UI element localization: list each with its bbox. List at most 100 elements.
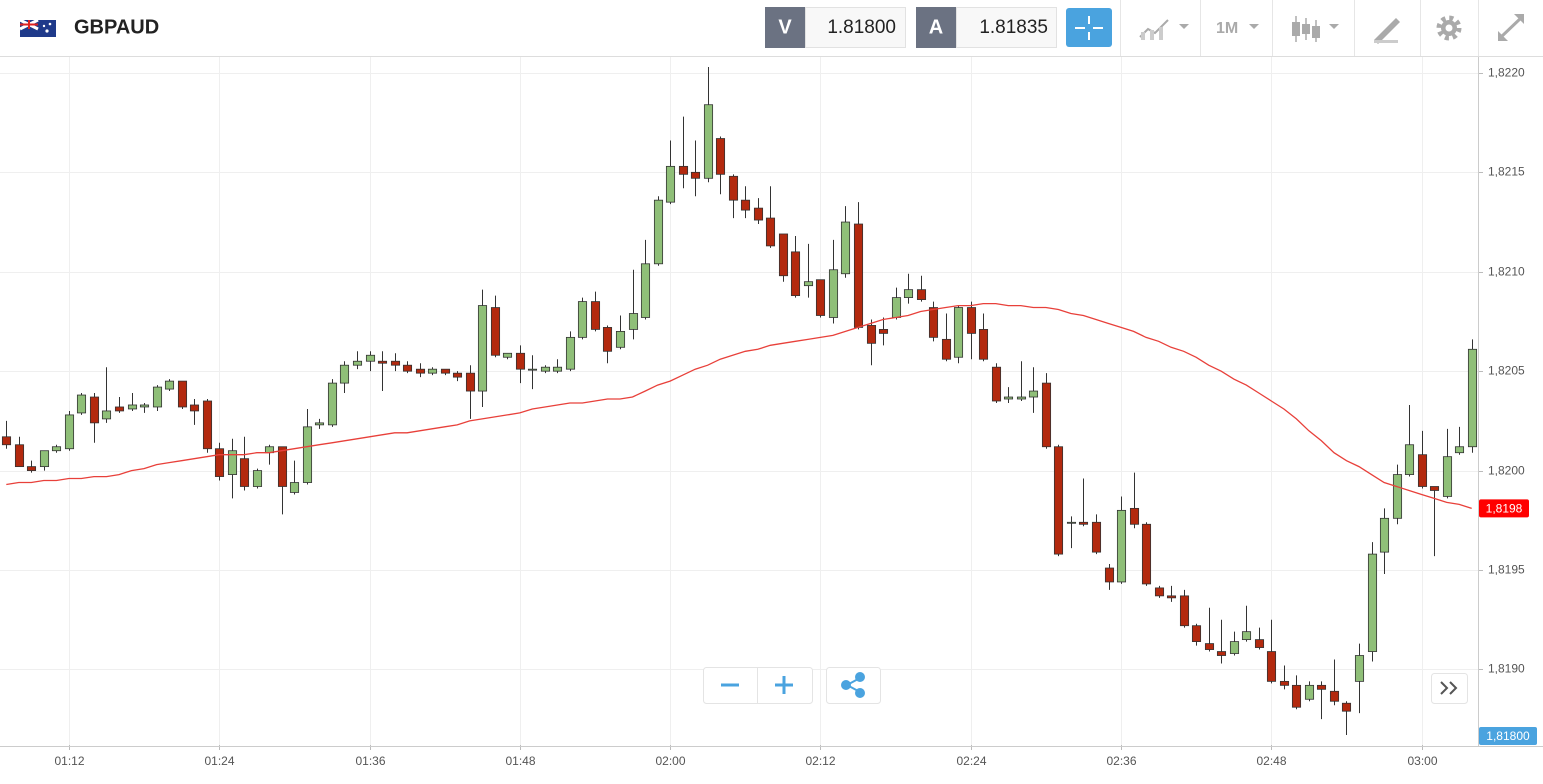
candle-body [778, 233, 789, 277]
candle-body [878, 329, 889, 334]
candle-body [853, 223, 864, 328]
candle-body [452, 372, 463, 378]
overlay-value-box [1479, 499, 1529, 518]
x-tick-label: 02:12 [805, 754, 835, 768]
bid-field [805, 7, 906, 48]
price-label: 1,81800 [1486, 729, 1530, 743]
candle-body [1028, 390, 1039, 398]
candle-body [640, 263, 651, 318]
candle-body [1291, 684, 1302, 708]
candle-body [978, 329, 989, 360]
x-tick-label: 02:24 [956, 754, 986, 768]
crosshair-icon [1075, 16, 1103, 40]
candle-body [1016, 396, 1027, 400]
candle-body [189, 404, 200, 412]
candle-body [1141, 523, 1152, 585]
candle-body [440, 368, 451, 374]
symbol: GBPAUD [74, 16, 159, 38]
candle-body [1104, 567, 1115, 583]
x-tick-label: 02:48 [1256, 754, 1286, 768]
chart-type-button[interactable] [1139, 19, 1189, 40]
settings-button[interactable] [1436, 15, 1462, 41]
zoom-in[interactable] [775, 676, 793, 694]
bid-badge-label: V [778, 16, 792, 38]
candle-body [790, 251, 801, 297]
timeframe-button[interactable]: 1M [1216, 20, 1259, 37]
candle-body [1078, 521, 1089, 525]
candle-type-button[interactable] [1292, 16, 1339, 42]
candle-body [665, 165, 676, 203]
candle-body [866, 325, 877, 344]
candle-body [690, 171, 701, 179]
candle-body [14, 444, 25, 468]
share-icon [841, 672, 865, 698]
toolbar: GBPAUD V 1.81800 A 1.81835 1M [0, 0, 1543, 57]
crosshair-button[interactable] [1066, 8, 1112, 47]
candle-body [502, 352, 513, 358]
candle-body [1354, 655, 1365, 682]
candle-body [703, 104, 714, 179]
candle-body [615, 331, 626, 348]
candle-body [966, 307, 977, 334]
bid-price: 1.81800 [827, 17, 896, 38]
candle-body [527, 368, 538, 371]
plot: 1,8190 1,8195 1,8200 1,8205 1,8210 1,8215 1,82… [0, 57, 1543, 768]
draw-button[interactable] [1374, 18, 1400, 44]
y-tick-label: 1,8220 [1488, 66, 1525, 80]
y-tick-label: 1,8205 [1488, 364, 1525, 378]
candle-body [164, 380, 175, 390]
candle-body [653, 199, 664, 265]
candle-body [39, 450, 50, 468]
bid-badge[interactable] [765, 7, 805, 48]
share-button[interactable] [826, 667, 881, 704]
candle-body [289, 482, 300, 493]
candle-body [840, 221, 851, 275]
ask-badge[interactable] [916, 7, 956, 48]
candle-body [1066, 521, 1077, 524]
candle-body [64, 414, 75, 450]
candle-body [941, 338, 952, 360]
scroll-end-button[interactable] [1431, 673, 1468, 704]
candle-body [1429, 486, 1440, 491]
candle-body [628, 313, 639, 330]
candle-body [139, 404, 150, 408]
candle-body [728, 175, 739, 201]
candle-body [1304, 684, 1315, 700]
candle-body [76, 394, 87, 414]
zoom-controls [703, 667, 1468, 704]
candle-body [916, 289, 927, 300]
candle-body [202, 400, 213, 450]
candle-body [1241, 631, 1252, 641]
x-tick-label: 01:48 [505, 754, 535, 768]
x-tick-label: 02:00 [655, 754, 685, 768]
x-tick-label: 03:00 [1407, 754, 1437, 768]
candle-body [953, 307, 964, 358]
candle-body [1392, 474, 1403, 519]
candle-body [465, 372, 476, 392]
candle-body [1417, 454, 1428, 487]
y-tick-label: 1,8190 [1488, 662, 1525, 676]
y-tick-label: 1,8195 [1488, 563, 1525, 577]
overlay-value-label: 1,8198 [1486, 502, 1523, 516]
candle-body [515, 352, 526, 370]
candle-body [1367, 553, 1378, 652]
fullscreen-button[interactable] [1498, 14, 1524, 41]
y-tick-label: 1,8215 [1488, 165, 1525, 179]
candle-body [928, 307, 939, 338]
candle-body [26, 466, 37, 471]
candle-body [402, 364, 413, 372]
candle-body [327, 382, 338, 426]
candle-body [828, 269, 839, 318]
x-tick-label: 01:24 [204, 754, 234, 768]
ask-badge-label: A [929, 16, 943, 38]
candle-body [1266, 651, 1277, 682]
timeframe: 1M [1216, 20, 1238, 37]
candle-body [477, 305, 488, 392]
candle-body [177, 380, 188, 408]
x-tick-label: 02:36 [1106, 754, 1136, 768]
candle-body [252, 470, 263, 487]
candle-body [239, 458, 250, 487]
candle-body [1379, 517, 1390, 553]
